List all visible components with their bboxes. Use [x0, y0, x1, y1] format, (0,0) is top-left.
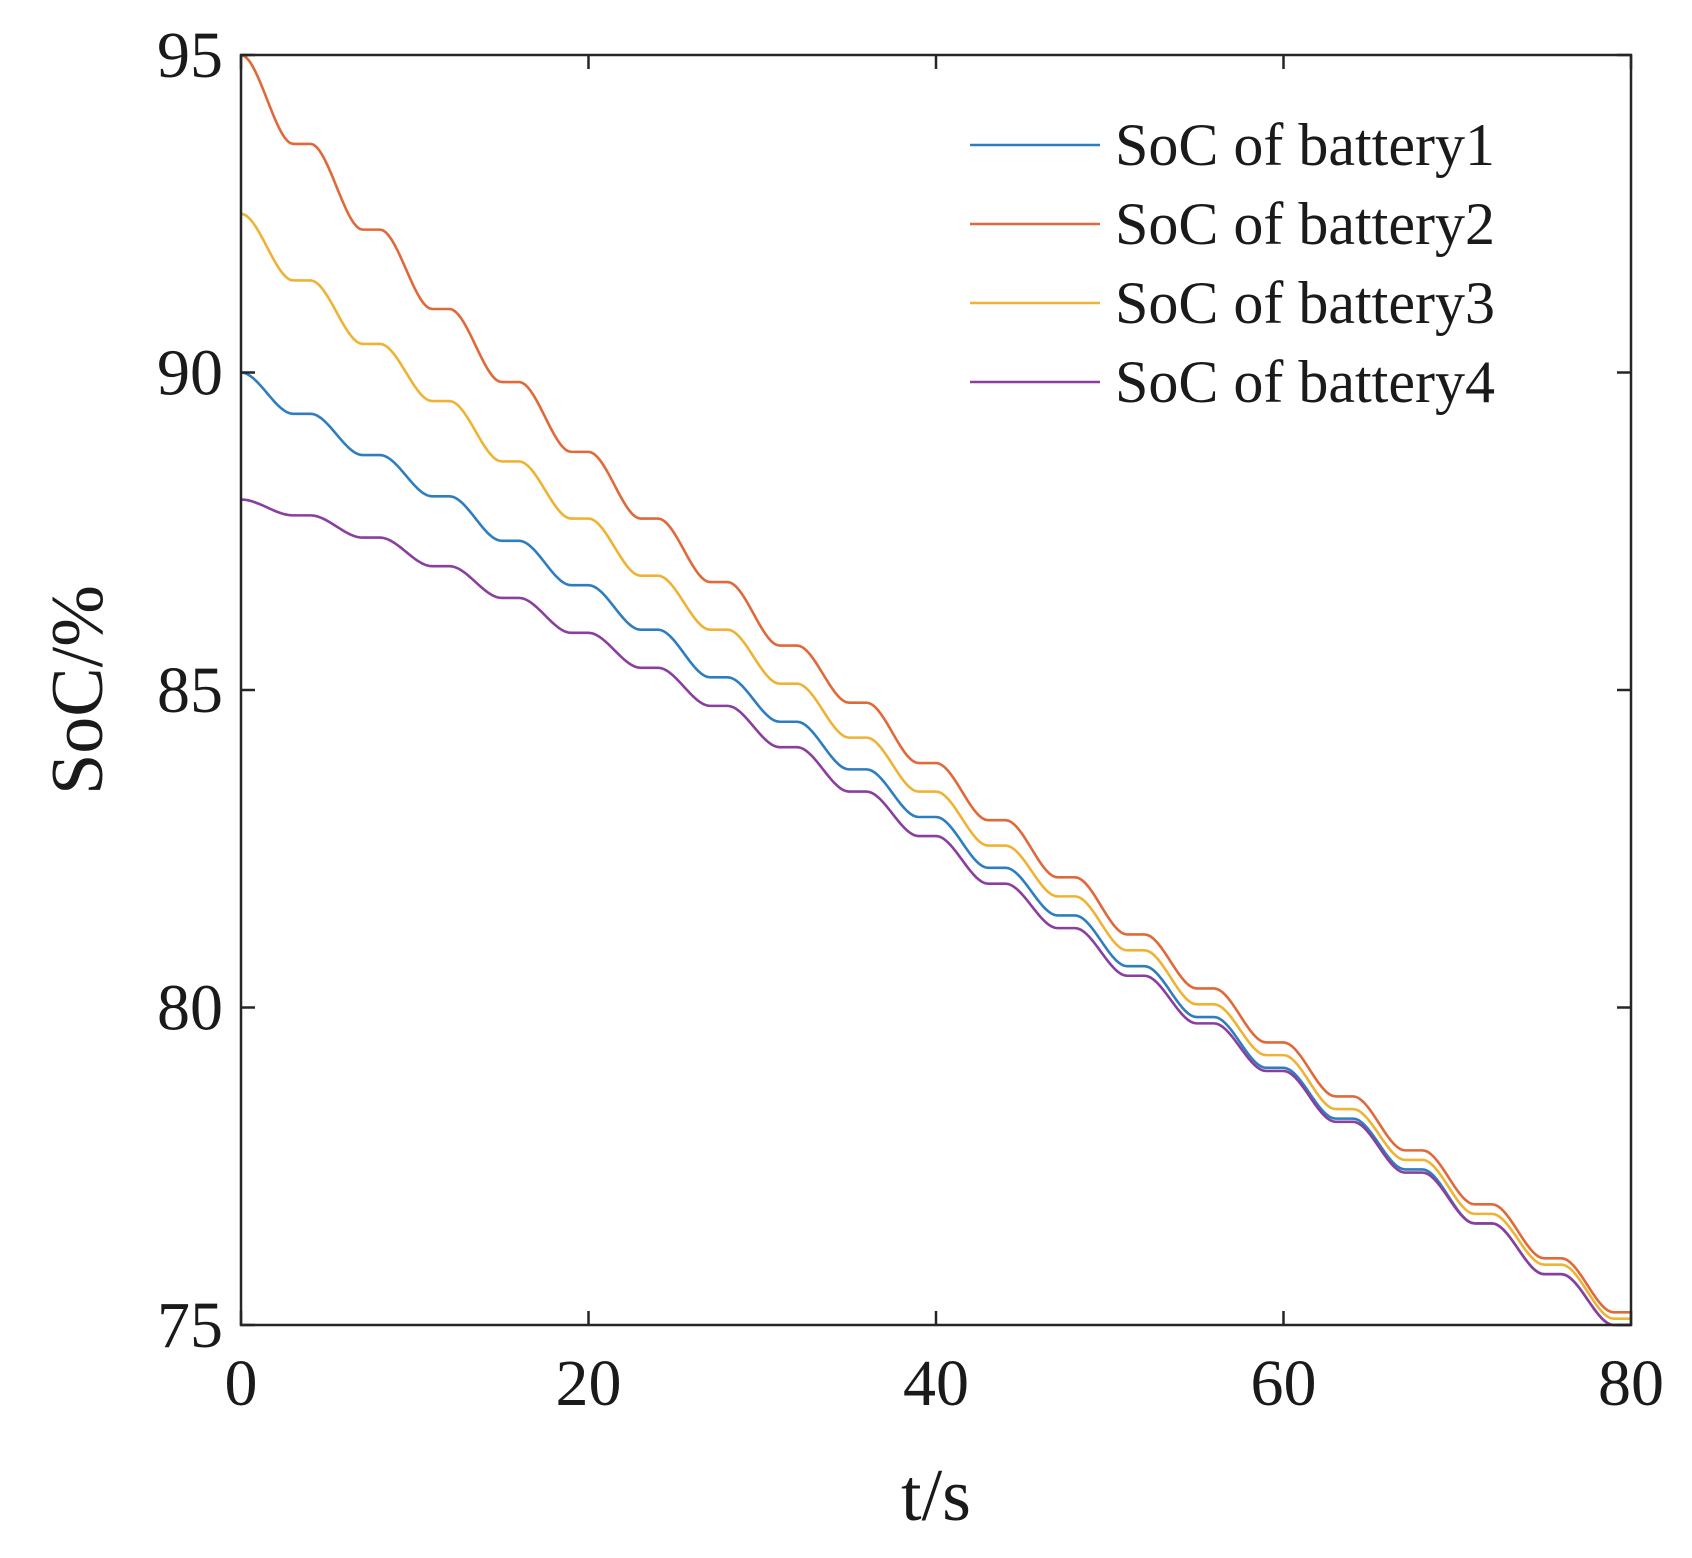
y-axis-label: SoC/%	[37, 585, 119, 795]
x-tick-label-80: 80	[1598, 1347, 1664, 1420]
x-tick-label-60: 60	[1251, 1347, 1317, 1420]
tick-layer: 0 20 40 60 80 75 80 85 90 95	[157, 19, 1664, 1420]
x-axis-label: t/s	[901, 1455, 971, 1537]
series-line-battery4	[240, 498, 1631, 1327]
x-tick-label-40: 40	[903, 1347, 969, 1420]
y-tick-label-80: 80	[157, 972, 223, 1045]
y-tick-label-90: 90	[157, 337, 223, 410]
legend-label-battery2: SoC of battery2	[1115, 191, 1495, 257]
legend-label-battery4: SoC of battery4	[1115, 349, 1495, 415]
x-tick-label-20: 20	[556, 1347, 622, 1420]
x-tick-label-0: 0	[225, 1347, 258, 1420]
series-layer	[240, 53, 1631, 1327]
legend-label-battery1: SoC of battery1	[1115, 112, 1495, 178]
y-tick-label-75: 75	[157, 1289, 223, 1362]
y-tick-label-85: 85	[157, 654, 223, 727]
legend: SoC of battery1 SoC of battery2 SoC of bat…	[970, 112, 1495, 415]
series-line-battery2	[240, 53, 1631, 1314]
y-tick-label-95: 95	[157, 19, 223, 92]
series-line-battery3	[240, 212, 1631, 1320]
series-line-battery1	[240, 371, 1631, 1327]
legend-label-battery3: SoC of battery3	[1115, 270, 1495, 336]
